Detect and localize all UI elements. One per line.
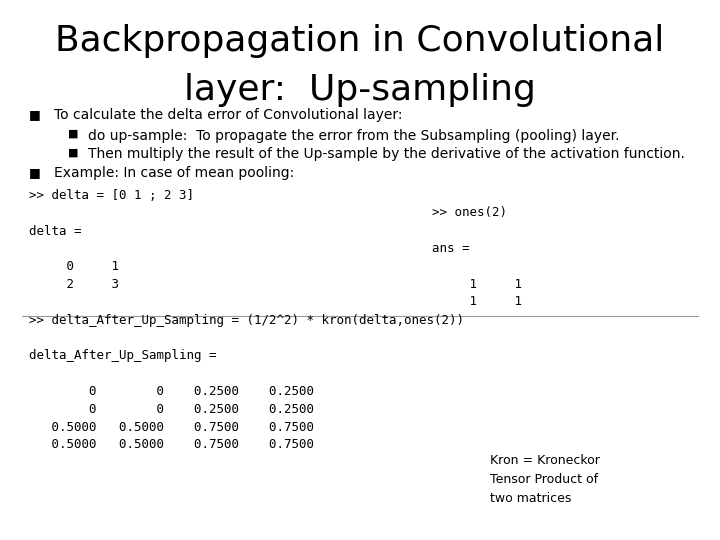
Text: Then multiply the result of the Up-sample by the derivative of the activation fu: Then multiply the result of the Up-sampl… [88, 147, 685, 161]
Text: delta_After_Up_Sampling =: delta_After_Up_Sampling = [29, 349, 216, 362]
Text: ■: ■ [68, 147, 79, 158]
Text: Backpropagation in Convolutional: Backpropagation in Convolutional [55, 24, 665, 58]
Text: ■: ■ [29, 166, 40, 179]
Text: ans =: ans = [432, 242, 469, 255]
Text: >> ones(2): >> ones(2) [432, 206, 507, 219]
Text: To calculate the delta error of Convolutional layer:: To calculate the delta error of Convolut… [54, 108, 402, 122]
Text: >> delta = [0 1 ; 2 3]: >> delta = [0 1 ; 2 3] [29, 189, 194, 202]
Text: 0.5000   0.5000    0.7500    0.7500: 0.5000 0.5000 0.7500 0.7500 [29, 421, 314, 434]
Text: ■: ■ [29, 108, 40, 121]
Text: 0.5000   0.5000    0.7500    0.7500: 0.5000 0.5000 0.7500 0.7500 [29, 438, 314, 451]
Text: delta =: delta = [29, 225, 81, 238]
Text: Kron = Kroneckor
Tensor Product of
two matrices: Kron = Kroneckor Tensor Product of two m… [490, 454, 600, 504]
Text: 1     1: 1 1 [432, 278, 522, 291]
Text: do up-sample:  To propagate the error from the Subsampling (pooling) layer.: do up-sample: To propagate the error fro… [88, 129, 619, 143]
Text: 1     1: 1 1 [432, 295, 522, 308]
Text: 0        0    0.2500    0.2500: 0 0 0.2500 0.2500 [29, 403, 314, 416]
Text: >> delta_After_Up_Sampling = (1/2^2) * kron(delta,ones(2)): >> delta_After_Up_Sampling = (1/2^2) * k… [29, 314, 464, 327]
Text: ■: ■ [68, 129, 79, 139]
Text: layer:  Up-sampling: layer: Up-sampling [184, 73, 536, 107]
Text: 0        0    0.2500    0.2500: 0 0 0.2500 0.2500 [29, 385, 314, 398]
Text: 2     3: 2 3 [29, 278, 119, 291]
Text: Example: In case of mean pooling:: Example: In case of mean pooling: [54, 166, 294, 180]
Text: 0     1: 0 1 [29, 260, 119, 273]
